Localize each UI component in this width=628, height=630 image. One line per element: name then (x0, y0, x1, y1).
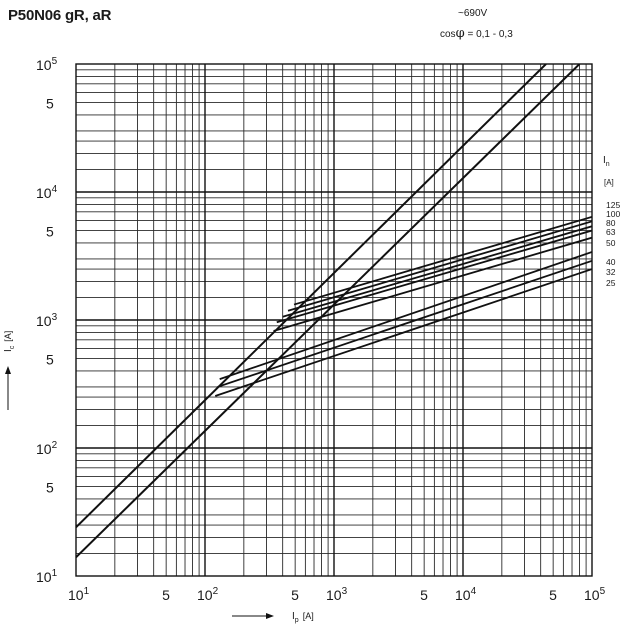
y-axis-arrow-head (5, 366, 11, 374)
y-axis-title-unit: [A] (3, 331, 13, 342)
series-line-25 (214, 268, 592, 397)
legend-label-40: 40 (606, 257, 616, 267)
x-axis-title-unit: [A] (303, 611, 314, 621)
reference-line-lower (76, 64, 581, 559)
reference-line-upper (76, 64, 547, 529)
x-tick-label: 105 (584, 586, 606, 603)
series-line-125 (293, 215, 592, 306)
legend-label-125: 125 (606, 200, 620, 210)
legend-label-80: 80 (606, 218, 616, 228)
x-tick-label: 5 (420, 587, 428, 603)
legend-label-63: 63 (606, 227, 616, 237)
series-line-63 (276, 229, 592, 324)
series-line-100 (287, 220, 592, 312)
y-tick-label: 104 (36, 184, 58, 201)
x-tick-labels: 101 5 102 5 103 5 104 5 105 (68, 586, 606, 603)
legend-label-50: 50 (606, 238, 616, 248)
legend-label-32: 32 (606, 267, 616, 277)
reference-lines (76, 64, 581, 559)
y-axis-label: Ic[A] (3, 331, 16, 410)
y-tick-label: 102 (36, 440, 58, 457)
x-tick-exponent: 5 (600, 586, 606, 597)
power-factor-annotation: cosφ = 0,1 - 0,3 (440, 26, 513, 41)
y-tick-label: 103 (36, 312, 58, 329)
x-tick-label: 104 (455, 586, 477, 603)
y-tick-label: 5 (46, 224, 54, 240)
plot-border (75, 63, 593, 577)
x-axis-title-sub: p (295, 617, 299, 624)
phi-symbol: φ (455, 26, 465, 41)
x-tick-exponent: 1 (84, 586, 90, 597)
plot-frame (75, 63, 593, 577)
y-tick-exponent: 2 (52, 440, 58, 451)
y-tick-label: 5 (46, 480, 54, 496)
series-line-50 (273, 236, 592, 332)
y-axis-title-sub: c (9, 345, 16, 349)
voltage-annotation: ~690V (458, 8, 488, 19)
legend-label-25: 25 (606, 278, 616, 288)
y-tick-label: 5 (46, 96, 54, 112)
series-line-80 (282, 225, 592, 318)
x-axis-label: Ip [A] (232, 611, 314, 624)
y-tick-label: 101 (36, 568, 58, 585)
y-tick-exponent: 1 (52, 568, 58, 579)
x-tick-exponent: 3 (342, 586, 348, 597)
x-tick-exponent: 2 (213, 586, 219, 597)
cosphi-prefix: cos (440, 29, 456, 40)
x-tick-exponent: 4 (471, 586, 477, 597)
x-tick-label: 103 (326, 586, 348, 603)
x-axis-title: Ip [A] (292, 611, 314, 624)
x-axis-arrow-head (266, 613, 274, 619)
legend-title: In (603, 155, 610, 168)
x-tick-label: 101 (68, 586, 90, 603)
chart-title: P50N06 gR, aR (8, 7, 112, 24)
x-tick-label: 5 (162, 587, 170, 603)
x-tick-label: 5 (291, 587, 299, 603)
y-tick-exponent: 3 (52, 312, 58, 323)
legend-unit: [A] (604, 178, 614, 187)
series-lines (214, 215, 592, 397)
legend-title-sub: n (606, 161, 610, 168)
y-tick-label: 105 (36, 56, 58, 73)
legend-label-100: 100 (606, 209, 620, 219)
series-line-32 (217, 259, 592, 388)
series-line-40 (219, 251, 592, 381)
y-tick-exponent: 4 (52, 184, 58, 195)
cosphi-value: = 0,1 - 0,3 (464, 29, 513, 40)
x-tick-label: 102 (197, 586, 219, 603)
x-tick-label: 5 (549, 587, 557, 603)
y-axis-title: Ic[A] (3, 331, 16, 352)
y-tick-exponent: 5 (52, 56, 58, 67)
y-tick-label: 5 (46, 352, 54, 368)
